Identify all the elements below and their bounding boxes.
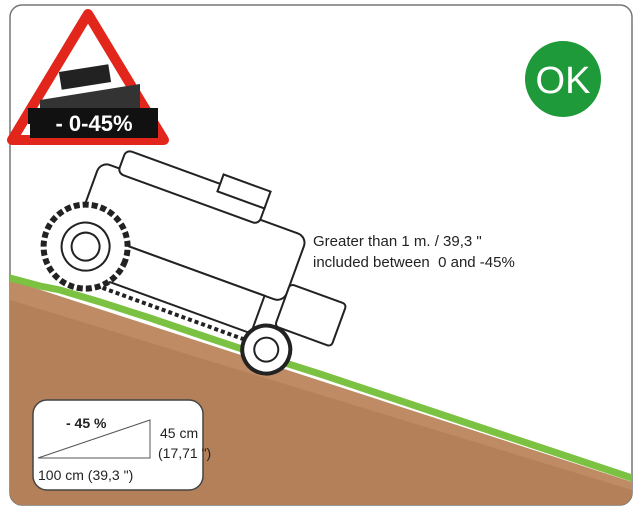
page: - 0-45% OK Greater than 1 m. / 39,3 " in… [0, 0, 641, 511]
ok-label: OK [536, 60, 591, 102]
slope-height: 45 cm [160, 425, 198, 441]
description-line: Greater than 1 m. / 39,3 " [313, 233, 482, 250]
slope-percent: - 45 % [66, 415, 107, 431]
warning-label: - 0-45% [55, 111, 132, 136]
slope-height-inches: (17,71 ") [158, 445, 211, 461]
slope-length: 100 cm (39,3 ") [38, 467, 133, 483]
description-line: included between 0 and -45% [313, 254, 515, 271]
slope-box: - 45 % 45 cm (17,71 ") 100 cm (39,3 ") [33, 400, 211, 490]
slope-diagram: - 0-45% OK Greater than 1 m. / 39,3 " in… [0, 0, 641, 511]
